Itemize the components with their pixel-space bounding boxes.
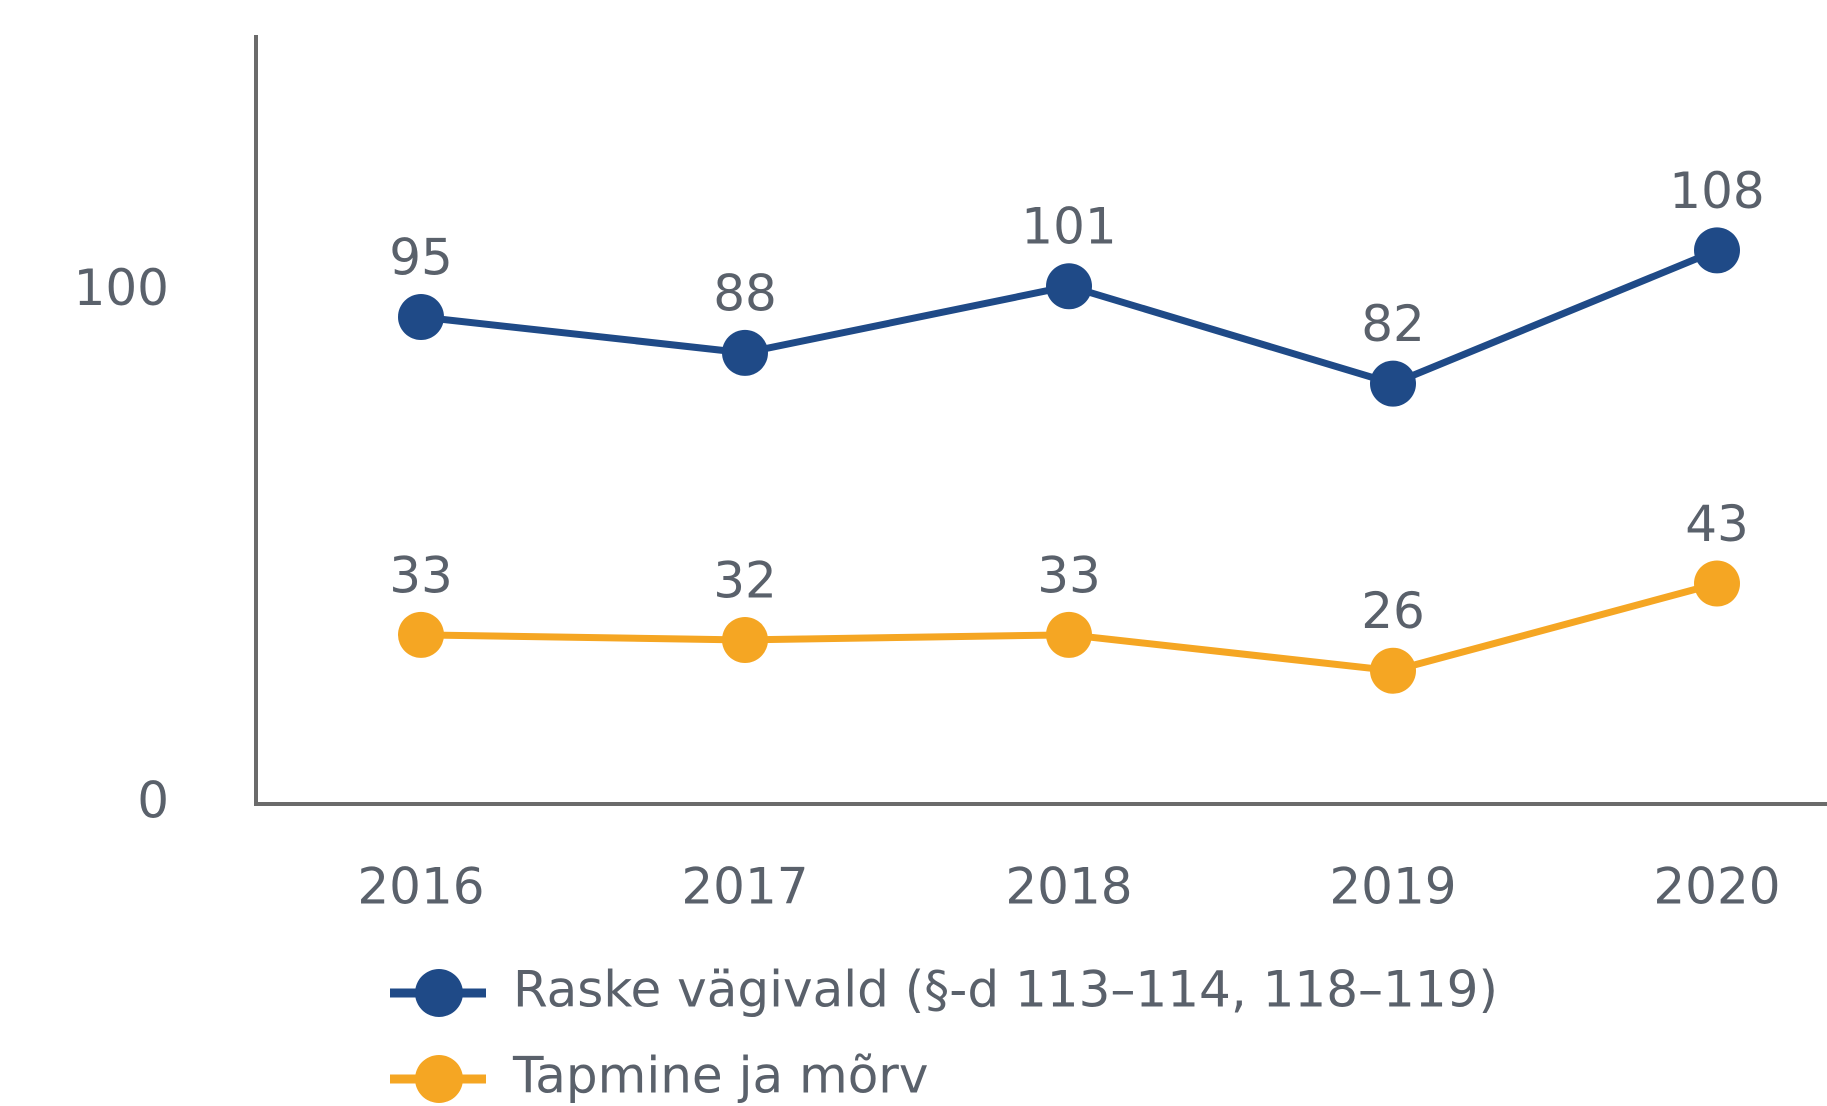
legend-marker bbox=[415, 969, 463, 1017]
x-tick-label: 2020 bbox=[1653, 858, 1780, 916]
data-label: 43 bbox=[1685, 495, 1749, 553]
x-tick-label: 2016 bbox=[357, 858, 484, 916]
data-label: 32 bbox=[713, 551, 777, 609]
y-tick-label: 100 bbox=[74, 259, 169, 317]
point bbox=[1046, 263, 1092, 310]
data-label: 33 bbox=[389, 546, 453, 604]
data-label: 95 bbox=[389, 228, 453, 286]
point bbox=[1694, 560, 1740, 607]
point bbox=[1694, 227, 1740, 274]
data-label: 26 bbox=[1361, 582, 1425, 640]
x-tick-label: 2017 bbox=[681, 858, 808, 916]
point bbox=[722, 329, 768, 376]
data-label: 101 bbox=[1021, 198, 1116, 256]
legend-label: Raske vägivald (§-d 113–114, 118–119) bbox=[513, 961, 1498, 1019]
legend-marker bbox=[415, 1055, 463, 1103]
x-tick-label: 2019 bbox=[1329, 858, 1456, 916]
data-label: 108 bbox=[1669, 162, 1764, 220]
data-label: 33 bbox=[1037, 546, 1101, 604]
point bbox=[1046, 611, 1092, 658]
legend-label: Tapmine ja mõrv bbox=[512, 1047, 928, 1105]
y-tick-label: 0 bbox=[137, 772, 169, 830]
point bbox=[398, 293, 444, 340]
data-label: 82 bbox=[1361, 295, 1425, 353]
x-tick-label: 2018 bbox=[1005, 858, 1132, 916]
point bbox=[1370, 360, 1416, 407]
point bbox=[722, 616, 768, 663]
point bbox=[398, 611, 444, 658]
point bbox=[1370, 647, 1416, 694]
data-label: 88 bbox=[713, 264, 777, 322]
